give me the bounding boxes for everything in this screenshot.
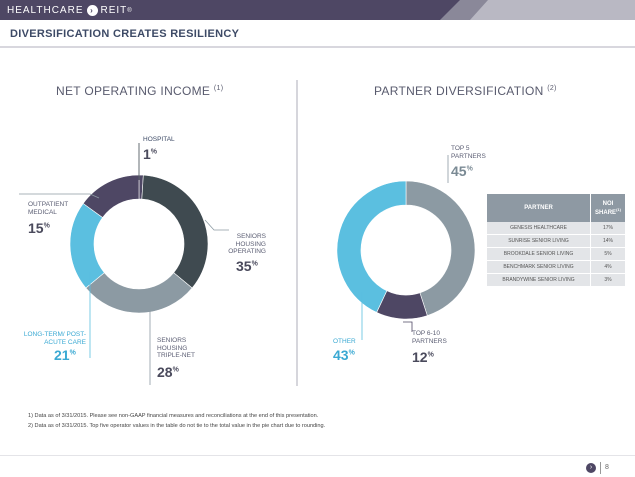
page-number: 8 xyxy=(605,464,609,471)
noi-title-text: NET OPERATING INCOME xyxy=(56,84,211,98)
logo-text-left: HEALTHCARE xyxy=(7,5,84,16)
noi-share-cell: 5% xyxy=(590,247,625,261)
leader-top6-10 xyxy=(403,321,413,332)
footnotes: 1) Data as of 3/31/2015. Please see non-… xyxy=(28,411,325,431)
arrow-icon: › xyxy=(586,463,596,473)
logo-text-right: REIT xyxy=(100,5,128,16)
label-sho: SENIORS HOUSING OPERATING xyxy=(228,233,266,255)
noi-slice-2 xyxy=(141,174,209,289)
partner-name-cell: BRANDYWINE SENIOR LIVING xyxy=(487,273,591,287)
header-noi-share: NOI SHARE(1) xyxy=(590,194,625,222)
header-partner: PARTNER xyxy=(487,194,591,222)
table-row: BENCHMARK SENIOR LIVING 4% xyxy=(487,260,625,274)
table-header-row: PARTNER NOI SHARE(1) xyxy=(487,194,625,222)
page-separator xyxy=(600,462,601,474)
noi-share-cell: 17% xyxy=(590,222,625,235)
partner-title-note: (2) xyxy=(547,85,557,92)
noi-share-cell: 14% xyxy=(590,234,625,248)
partner-name-cell: SUNRISE SENIOR LIVING xyxy=(487,234,591,248)
label-triple-net: SENIORS HOUSING TRIPLE-NET xyxy=(157,337,195,359)
label-hospital: HOSPITAL xyxy=(143,136,175,143)
value-ltpac: 21% xyxy=(54,347,76,363)
footnote-1: 1) Data as of 3/31/2015. Please see non-… xyxy=(28,413,319,419)
leader-sho xyxy=(204,219,229,231)
partner-name-cell: GENESIS HEALTHCARE xyxy=(487,222,591,235)
table-row: BRANDYWINE SENIOR LIVING 3% xyxy=(487,273,625,287)
title-divider xyxy=(0,46,635,48)
value-top5: 45% xyxy=(451,163,473,179)
partner-name-cell: BENCHMARK SENIOR LIVING xyxy=(487,260,591,274)
table-row: SUNRISE SENIOR LIVING 14% xyxy=(487,234,625,248)
value-top6-10: 12% xyxy=(412,349,434,365)
noi-share-cell: 3% xyxy=(590,273,625,287)
panel-divider xyxy=(296,80,298,386)
value-hospital: 1% xyxy=(143,146,158,162)
noi-chart-title: NET OPERATING INCOME (1) xyxy=(56,84,223,98)
table-row: BROOKDALE SENIOR LIVING 5% xyxy=(487,247,625,261)
partner-donut xyxy=(336,180,476,320)
slide-title: DIVERSIFICATION CREATES RESILIENCY xyxy=(10,28,240,40)
footnote-2: 2) Data as of 3/31/2015. Top five operat… xyxy=(28,423,326,429)
value-outpatient: 15% xyxy=(28,220,50,236)
value-triple-net: 28% xyxy=(157,364,179,380)
value-other: 43% xyxy=(333,347,355,363)
noi-title-note: (1) xyxy=(213,85,224,92)
label-top6-10: TOP 6-10 PARTNERS xyxy=(412,330,447,345)
footer-divider xyxy=(0,455,635,456)
leader-outpatient xyxy=(19,193,100,199)
partner-slice-1 xyxy=(405,180,476,317)
noi-share-cell: 4% xyxy=(590,260,625,274)
noi-slice-3 xyxy=(85,272,193,314)
noi-slice-4 xyxy=(69,203,105,289)
leader-lines xyxy=(19,143,449,385)
partner-title-text: PARTNER DIVERSIFICATION xyxy=(374,84,544,98)
value-sho: 35% xyxy=(236,258,258,274)
company-logo: HEALTHCARE › REIT ® xyxy=(7,4,133,17)
label-outpatient: OUTPATIENT MEDICAL xyxy=(28,201,69,216)
header-stripe-light xyxy=(470,0,635,20)
partner-slice-3 xyxy=(336,180,407,313)
partner-chart-title: PARTNER DIVERSIFICATION (2) xyxy=(374,84,557,98)
partner-name-cell: BROOKDALE SENIOR LIVING xyxy=(487,247,591,261)
registered-icon: ® xyxy=(127,7,133,14)
label-top5: TOP 5 PARTNERS xyxy=(451,145,486,160)
table-row: GENESIS HEALTHCARE 17% xyxy=(487,222,625,235)
noi-donut xyxy=(69,174,209,314)
logo-arrow-icon: › xyxy=(86,5,98,16)
partner-table: PARTNER NOI SHARE(1) GENESIS HEALTHCARE 1… xyxy=(487,194,625,287)
label-ltpac: LONG-TERM/ POST-ACUTE CARE xyxy=(23,331,86,346)
label-other: OTHER xyxy=(333,338,356,345)
